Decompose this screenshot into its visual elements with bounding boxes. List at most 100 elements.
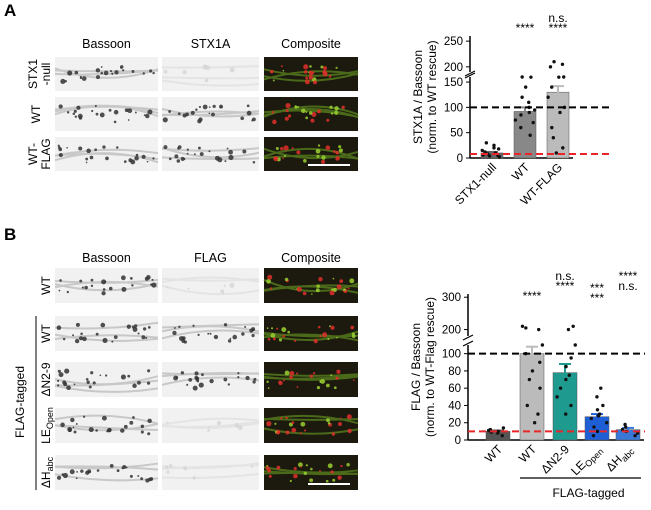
punctum xyxy=(226,147,229,150)
significance: **** xyxy=(516,21,535,35)
data-point xyxy=(552,60,556,64)
data-point xyxy=(595,429,600,434)
data-point xyxy=(538,360,542,364)
punctum xyxy=(88,427,94,433)
punctum xyxy=(266,421,272,427)
punctum xyxy=(99,374,102,377)
punctum xyxy=(287,114,292,118)
data-point xyxy=(604,421,609,425)
punctum xyxy=(270,327,274,330)
punctum xyxy=(205,65,210,70)
data-point xyxy=(561,146,565,150)
neurite xyxy=(263,72,359,82)
punctum xyxy=(74,70,79,75)
significance: **** xyxy=(549,21,568,35)
punctum xyxy=(178,325,181,328)
punctum xyxy=(280,146,284,151)
micrograph-bg xyxy=(55,268,158,303)
x-tick-label: WT xyxy=(482,442,506,466)
data-point xyxy=(484,141,489,145)
punctum xyxy=(244,326,247,329)
punctum xyxy=(267,387,270,390)
data-point xyxy=(520,75,524,79)
significance: *** xyxy=(590,291,604,305)
neurite xyxy=(54,384,159,393)
punctum xyxy=(213,334,219,340)
punctum xyxy=(305,116,309,120)
punctum xyxy=(88,385,92,389)
row-label: WT xyxy=(39,276,53,295)
micrograph xyxy=(54,408,159,443)
micrograph xyxy=(161,362,260,397)
punctum xyxy=(194,371,199,376)
punctum xyxy=(296,150,301,155)
punctum xyxy=(313,338,318,344)
punctum xyxy=(308,111,313,115)
punctum xyxy=(147,369,151,373)
punctum xyxy=(152,157,155,160)
punctum xyxy=(289,370,295,376)
punctum xyxy=(100,71,103,75)
punctum xyxy=(132,327,138,332)
punctum xyxy=(332,150,336,153)
micrograph-bg xyxy=(162,455,259,490)
column-header: Composite xyxy=(281,37,341,51)
punctum xyxy=(320,65,324,69)
punctum xyxy=(289,479,292,483)
punctum xyxy=(282,157,285,160)
punctum xyxy=(120,66,123,70)
punctum xyxy=(72,426,75,429)
data-point xyxy=(531,120,535,125)
column-header: FLAG xyxy=(194,251,227,265)
punctum xyxy=(166,470,170,474)
punctum xyxy=(193,153,196,156)
punctum xyxy=(327,422,331,425)
punctum xyxy=(296,386,299,388)
punctum xyxy=(305,464,308,467)
punctum xyxy=(180,156,185,161)
punctum xyxy=(282,69,285,72)
punctum xyxy=(178,336,184,342)
group-label: FLAG-tagged xyxy=(552,486,624,500)
punctum xyxy=(327,463,333,469)
y-tick-label: 0 xyxy=(455,435,461,447)
neurite xyxy=(54,152,159,161)
data-point xyxy=(483,150,487,154)
punctum xyxy=(91,109,94,113)
punctum xyxy=(147,432,151,436)
punctum xyxy=(66,385,71,391)
punctum xyxy=(100,322,106,328)
punctum xyxy=(140,477,144,481)
punctum xyxy=(129,277,133,280)
bar xyxy=(584,416,610,441)
neurite xyxy=(263,414,359,425)
data-point xyxy=(599,386,603,390)
punctum xyxy=(182,70,187,75)
data-point xyxy=(527,377,532,382)
punctum xyxy=(201,373,204,377)
punctum xyxy=(285,103,291,109)
micrograph xyxy=(54,57,159,91)
punctum xyxy=(62,472,68,479)
data-point xyxy=(540,343,545,347)
x-tick-label: WT xyxy=(516,442,540,466)
punctum xyxy=(294,106,298,109)
neurite xyxy=(54,67,159,79)
punctum xyxy=(186,152,189,155)
punctum xyxy=(102,145,106,149)
punctum xyxy=(308,75,314,80)
data-point xyxy=(538,386,542,390)
punctum xyxy=(83,415,86,418)
punctum xyxy=(341,105,345,110)
punctum xyxy=(75,322,80,327)
data-point xyxy=(486,428,491,433)
punctum xyxy=(75,477,78,480)
punctum xyxy=(132,416,135,419)
punctum xyxy=(300,421,306,427)
punctum xyxy=(207,428,211,432)
punctum xyxy=(102,288,106,291)
data-point xyxy=(564,364,568,369)
punctum xyxy=(319,380,322,383)
punctum xyxy=(101,415,107,421)
data-point xyxy=(528,133,532,137)
